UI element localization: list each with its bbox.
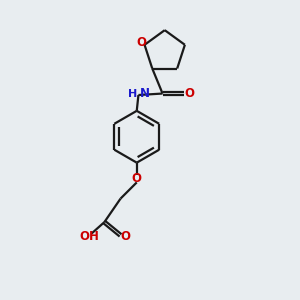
Text: O: O: [184, 87, 194, 100]
Text: OH: OH: [80, 230, 100, 243]
Text: H: H: [128, 88, 137, 98]
Text: O: O: [136, 36, 146, 49]
Text: O: O: [132, 172, 142, 185]
Text: O: O: [121, 230, 131, 243]
Text: N: N: [140, 87, 150, 100]
